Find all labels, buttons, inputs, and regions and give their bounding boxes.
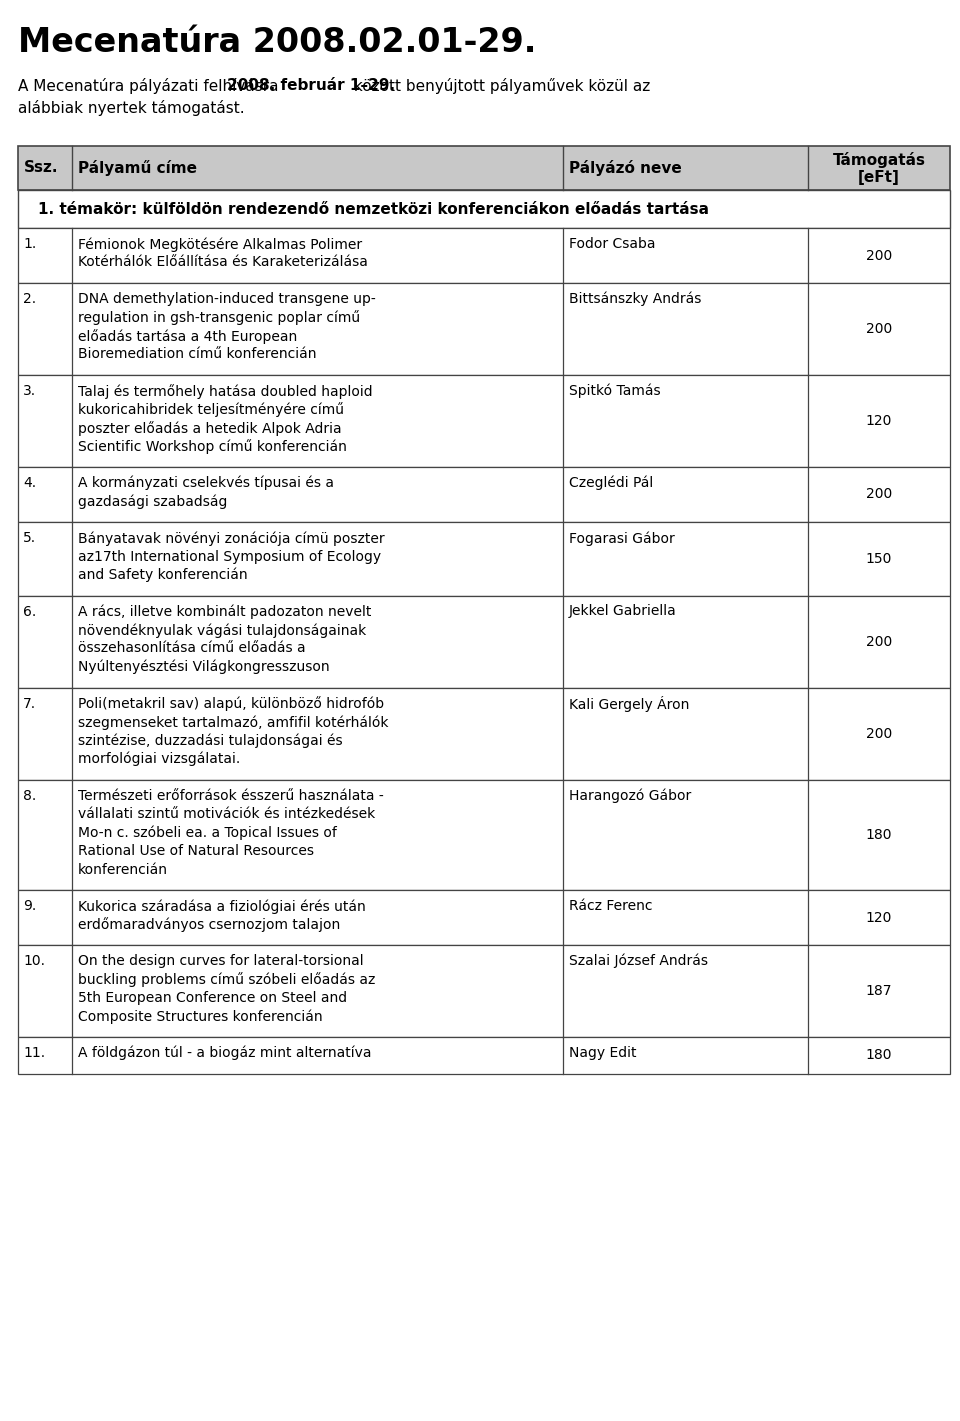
Text: között benyújtott pályaművek közül az: között benyújtott pályaművek közül az bbox=[348, 78, 650, 94]
Text: Bányatavak növényi zonációja címü poszter: Bányatavak növényi zonációja címü poszte… bbox=[78, 531, 385, 546]
Text: előadás tartása a 4th European: előadás tartása a 4th European bbox=[78, 330, 298, 344]
Bar bbox=[18, 780, 950, 890]
Text: 5th European Conference on Steel and: 5th European Conference on Steel and bbox=[78, 990, 348, 1005]
Text: 10.: 10. bbox=[23, 953, 45, 968]
Text: 200: 200 bbox=[866, 323, 892, 335]
Text: vállalati szintű motivációk és intézkedések: vállalati szintű motivációk és intézkedé… bbox=[78, 807, 375, 821]
Text: Jekkel Gabriella: Jekkel Gabriella bbox=[569, 604, 677, 618]
Bar bbox=[18, 227, 950, 283]
Text: Talaj és termőhely hatása doubled haploid: Talaj és termőhely hatása doubled haploi… bbox=[78, 384, 372, 399]
Bar bbox=[18, 945, 950, 1037]
Text: 180: 180 bbox=[866, 828, 892, 841]
Bar bbox=[18, 146, 950, 190]
Text: Bittsánszky András: Bittsánszky András bbox=[569, 291, 702, 307]
Text: [eFt]: [eFt] bbox=[858, 171, 900, 185]
Text: Kotérhálók Előállítása és Karaketerizálása: Kotérhálók Előállítása és Karaketerizálá… bbox=[78, 256, 368, 270]
Bar bbox=[18, 283, 950, 375]
Text: DNA demethylation-induced transgene up-: DNA demethylation-induced transgene up- bbox=[78, 291, 375, 306]
Text: Scientific Workshop című konferencián: Scientific Workshop című konferencián bbox=[78, 439, 347, 455]
Text: 200: 200 bbox=[866, 487, 892, 502]
Text: 8.: 8. bbox=[23, 789, 36, 803]
Text: Ssz.: Ssz. bbox=[24, 161, 59, 176]
Text: 5.: 5. bbox=[23, 531, 36, 546]
Text: On the design curves for lateral-torsional: On the design curves for lateral-torsion… bbox=[78, 953, 364, 968]
Text: 1.: 1. bbox=[23, 237, 36, 252]
Text: 11.: 11. bbox=[23, 1046, 45, 1060]
Text: Composite Structures konferencián: Composite Structures konferencián bbox=[78, 1009, 323, 1025]
Text: buckling problems című szóbeli előadás az: buckling problems című szóbeli előadás a… bbox=[78, 972, 375, 988]
Text: A földgázon túl - a biogáz mint alternatíva: A földgázon túl - a biogáz mint alternat… bbox=[78, 1046, 372, 1060]
Text: 180: 180 bbox=[866, 1049, 892, 1063]
Text: A rács, illetve kombinált padozaton nevelt: A rács, illetve kombinált padozaton neve… bbox=[78, 604, 372, 620]
Bar bbox=[18, 522, 950, 595]
Text: 187: 187 bbox=[866, 983, 892, 998]
Text: szegmenseket tartalmazó, amfifil kotérhálók: szegmenseket tartalmazó, amfifil kotérhá… bbox=[78, 715, 389, 729]
Text: Nyúltenyésztési Világkongresszuson: Nyúltenyésztési Világkongresszuson bbox=[78, 659, 329, 675]
Text: 150: 150 bbox=[866, 551, 892, 566]
Text: 7.: 7. bbox=[23, 696, 36, 710]
Text: 120: 120 bbox=[866, 911, 892, 925]
Bar bbox=[18, 595, 950, 688]
Text: Harangozó Gábor: Harangozó Gábor bbox=[569, 789, 691, 803]
Text: Kukorica száradása a fiziológiai érés után: Kukorica száradása a fiziológiai érés ut… bbox=[78, 899, 366, 914]
Text: Szalai József András: Szalai József András bbox=[569, 953, 708, 969]
Text: Kali Gergely Áron: Kali Gergely Áron bbox=[569, 696, 689, 712]
Text: kukoricahibridek teljesítményére című: kukoricahibridek teljesítményére című bbox=[78, 402, 344, 418]
Text: Czeglédi Pál: Czeglédi Pál bbox=[569, 476, 653, 490]
Text: erdőmaradványos csernozjom talajon: erdőmaradványos csernozjom talajon bbox=[78, 918, 340, 932]
Text: regulation in gsh-transgenic poplar című: regulation in gsh-transgenic poplar című bbox=[78, 311, 360, 325]
Text: 200: 200 bbox=[866, 249, 892, 263]
Text: poszter előadás a hetedik Alpok Adria: poszter előadás a hetedik Alpok Adria bbox=[78, 421, 342, 436]
Text: morfológiai vizsgálatai.: morfológiai vizsgálatai. bbox=[78, 752, 240, 766]
Text: Pályázó neve: Pályázó neve bbox=[569, 161, 682, 176]
Text: Rational Use of Natural Resources: Rational Use of Natural Resources bbox=[78, 844, 314, 858]
Text: 200: 200 bbox=[866, 635, 892, 648]
Text: az17th International Symposium of Ecology: az17th International Symposium of Ecolog… bbox=[78, 550, 381, 564]
Bar bbox=[18, 688, 950, 780]
Text: Bioremediation című konferencián: Bioremediation című konferencián bbox=[78, 348, 317, 361]
Text: Mo-n c. szóbeli ea. a Topical Issues of: Mo-n c. szóbeli ea. a Topical Issues of bbox=[78, 826, 337, 840]
Text: 3.: 3. bbox=[23, 384, 36, 398]
Bar bbox=[18, 890, 950, 945]
Bar bbox=[18, 375, 950, 468]
Text: Támogatás: Támogatás bbox=[832, 152, 925, 168]
Text: Spitkó Tamás: Spitkó Tamás bbox=[569, 384, 660, 398]
Text: A kormányzati cselekvés típusai és a: A kormányzati cselekvés típusai és a bbox=[78, 476, 334, 490]
Bar bbox=[18, 190, 950, 227]
Text: alábbiak nyertek támogatást.: alábbiak nyertek támogatást. bbox=[18, 99, 245, 117]
Text: 120: 120 bbox=[866, 414, 892, 428]
Text: 9.: 9. bbox=[23, 899, 36, 914]
Text: and Safety konferencián: and Safety konferencián bbox=[78, 568, 248, 583]
Bar bbox=[18, 1037, 950, 1073]
Text: Rácz Ferenc: Rácz Ferenc bbox=[569, 899, 653, 914]
Bar bbox=[18, 468, 950, 522]
Text: 1. témakör: külföldön rendezendő nemzetközi konferenciákon előadás tartása: 1. témakör: külföldön rendezendő nemzetk… bbox=[38, 202, 709, 216]
Text: A Mecenatúra pályázati felhívásra: A Mecenatúra pályázati felhívásra bbox=[18, 78, 283, 94]
Text: 6.: 6. bbox=[23, 604, 36, 618]
Text: Nagy Edit: Nagy Edit bbox=[569, 1046, 636, 1060]
Text: összehasonlítása című előadás a: összehasonlítása című előadás a bbox=[78, 641, 305, 655]
Text: 4.: 4. bbox=[23, 476, 36, 490]
Text: 2.: 2. bbox=[23, 291, 36, 306]
Text: gazdasági szabadság: gazdasági szabadság bbox=[78, 495, 228, 509]
Text: szintézise, duzzadási tulajdonságai és: szintézise, duzzadási tulajdonságai és bbox=[78, 733, 343, 747]
Text: Mecenatúra 2008.02.01-29.: Mecenatúra 2008.02.01-29. bbox=[18, 26, 537, 60]
Text: 2008. február 1–29.: 2008. február 1–29. bbox=[228, 78, 396, 92]
Text: Pályamű címe: Pályamű címe bbox=[78, 161, 197, 176]
Text: Természeti erőforrások ésszerű használata -: Természeti erőforrások ésszerű használat… bbox=[78, 789, 384, 803]
Text: Poli(metakril sav) alapú, különböző hidrofób: Poli(metakril sav) alapú, különböző hidr… bbox=[78, 696, 384, 712]
Text: növendéknyulak vágási tulajdonságainak: növendéknyulak vágási tulajdonságainak bbox=[78, 622, 367, 638]
Text: konferencián: konferencián bbox=[78, 863, 168, 877]
Text: Fémionok Megkötésére Alkalmas Polimer: Fémionok Megkötésére Alkalmas Polimer bbox=[78, 237, 362, 252]
Text: Fogarasi Gábor: Fogarasi Gábor bbox=[569, 531, 675, 546]
Text: Fodor Csaba: Fodor Csaba bbox=[569, 237, 656, 252]
Text: 200: 200 bbox=[866, 726, 892, 740]
